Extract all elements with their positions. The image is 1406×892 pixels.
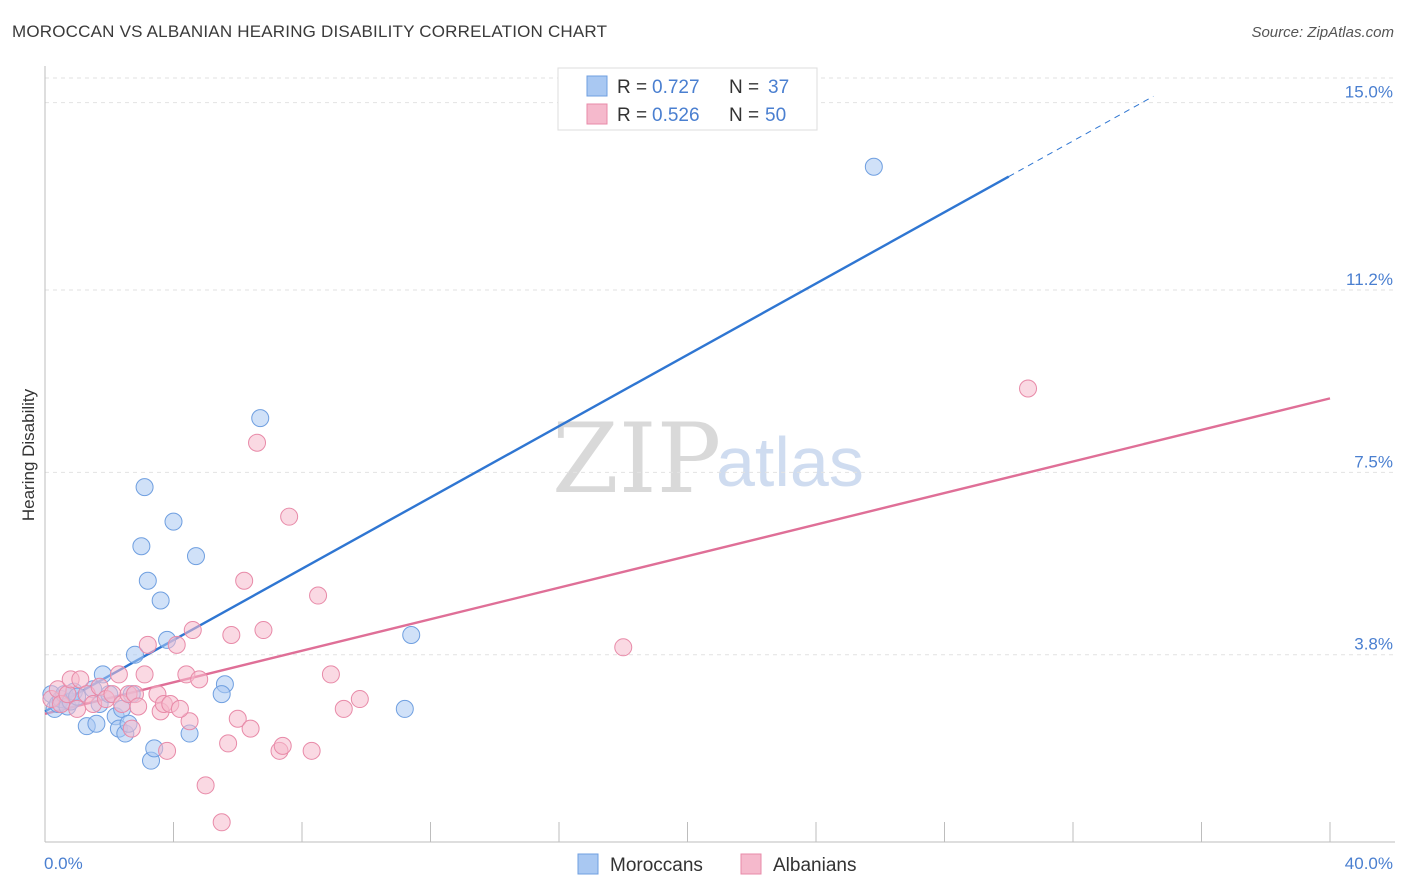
legend-swatch-moroccans: [586, 75, 608, 97]
albanian-point: [273, 736, 292, 755]
albanian-point: [334, 699, 353, 718]
series-legend: Moroccans Albanians: [577, 853, 856, 876]
albanian-point: [167, 635, 186, 654]
watermark-zip: ZIP: [552, 403, 721, 515]
albanian-point: [183, 621, 202, 640]
albanian-point: [196, 776, 215, 795]
albanian-point: [350, 690, 369, 709]
albanian-point: [614, 638, 633, 657]
albanian-point: [68, 699, 87, 718]
albanian-point: [254, 621, 273, 640]
albanian-point: [135, 665, 154, 684]
bottom-legend-swatch-moroccans: [577, 853, 599, 875]
moroccan-point: [864, 157, 883, 176]
legend-r-label: R =: [617, 77, 647, 98]
y-tick-label: 11.2%: [1346, 270, 1393, 289]
y-tick-label: 3.8%: [1354, 635, 1393, 654]
tick-labels: 3.8% 7.5% 11.2% 15.0% 0.0% 40.0%: [44, 83, 1393, 873]
moroccan-trend-line-extension: [1008, 95, 1154, 178]
data-points: [42, 157, 1038, 832]
y-tick-label: 7.5%: [1354, 452, 1393, 471]
albanian-point: [109, 665, 128, 684]
albanian-point: [241, 719, 260, 738]
y-axis-label: Hearing Disability: [19, 388, 38, 521]
albanian-point: [248, 433, 267, 452]
y-tick-label: 15.0%: [1345, 83, 1393, 102]
moroccan-point: [125, 645, 144, 664]
gridlines: [45, 77, 1395, 656]
moroccan-point: [402, 625, 421, 644]
moroccan-trend-line: [44, 175, 1010, 713]
albanian-point: [228, 709, 247, 728]
legend-r-label: R =: [617, 105, 647, 126]
bottom-legend-albanians: Albanians: [773, 855, 856, 876]
albanian-point: [309, 586, 328, 605]
albanian-point: [1019, 379, 1038, 398]
albanian-point: [212, 813, 231, 832]
albanian-point: [138, 635, 157, 654]
moroccan-point: [212, 685, 231, 704]
legend-swatch-albanians: [586, 103, 608, 125]
albanian-point: [321, 665, 340, 684]
legend-n-value: 50: [765, 105, 786, 126]
albanian-trend-line: [44, 397, 1331, 716]
moroccan-point: [138, 571, 157, 590]
bottom-legend-moroccans: Moroccans: [610, 855, 703, 876]
albanian-point: [129, 697, 148, 716]
legend-n-label: N =: [729, 77, 759, 98]
albanian-point: [302, 741, 321, 760]
legend-n-label: N =: [729, 105, 759, 126]
axes: [44, 66, 1395, 843]
moroccan-point: [135, 478, 154, 497]
watermark-atlas: atlas: [716, 423, 864, 501]
x-tick-label: 0.0%: [44, 854, 83, 873]
moroccan-point: [151, 591, 170, 610]
albanian-point: [235, 571, 254, 590]
legend-n-value: 37: [768, 77, 789, 98]
source-label: Source: ZipAtlas.com: [1251, 24, 1394, 41]
albanian-point: [122, 719, 141, 738]
albanian-point: [280, 507, 299, 526]
moroccan-point: [251, 409, 270, 428]
albanian-point: [180, 712, 199, 731]
moroccan-point: [395, 699, 414, 718]
moroccan-point: [132, 537, 151, 556]
legend-r-value: 0.526: [652, 105, 700, 126]
albanian-point: [222, 625, 241, 644]
legend-r-value: 0.727: [652, 77, 700, 98]
trend-lines: [44, 95, 1331, 716]
moroccan-point: [186, 547, 205, 566]
albanian-point: [190, 670, 209, 689]
albanian-point: [158, 741, 177, 760]
bottom-legend-swatch-albanians: [740, 853, 762, 875]
correlation-legend: R = 0.727 N = 37 R = 0.526 N = 50: [557, 67, 818, 131]
moroccan-point: [87, 714, 106, 733]
chart-title: MOROCCAN VS ALBANIAN HEARING DISABILITY …: [12, 22, 608, 41]
albanian-point: [219, 734, 238, 753]
albanian-point: [58, 685, 77, 704]
albanian-point: [170, 699, 189, 718]
x-tick-label: 40.0%: [1345, 854, 1393, 873]
moroccan-point: [164, 512, 183, 531]
